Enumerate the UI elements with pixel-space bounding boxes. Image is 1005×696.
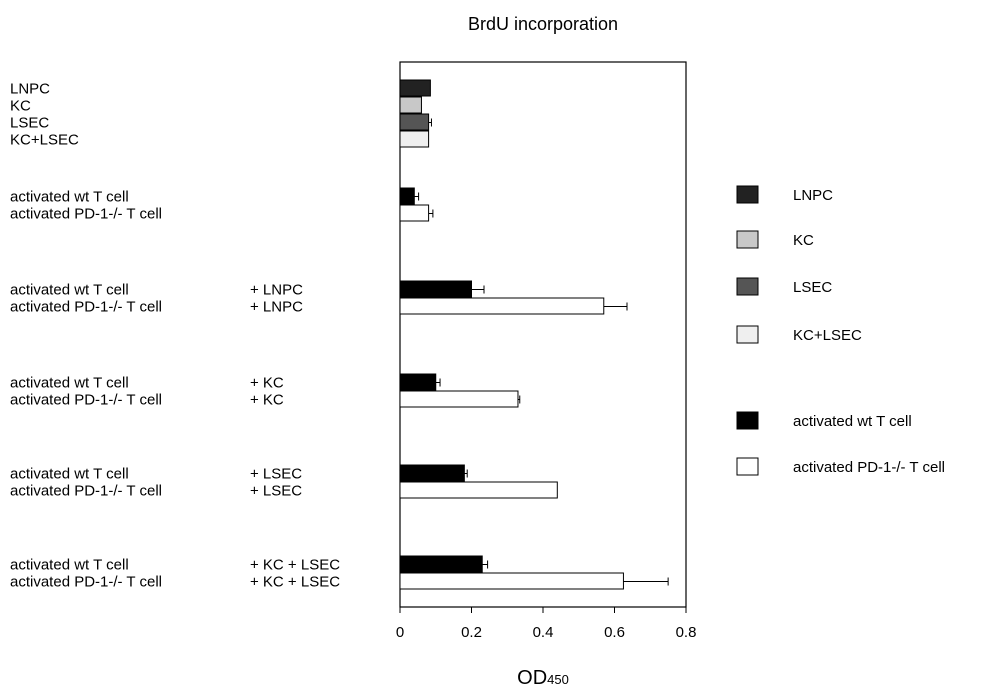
legend-label: activated wt T cell xyxy=(793,413,912,430)
x-tick-label: 0.8 xyxy=(676,624,697,641)
legend-swatch xyxy=(736,457,759,476)
condition-label: + KC + LSEC xyxy=(250,557,340,574)
legend: LNPC KC LSEC KC+LSEC activated wt T cell acti… xyxy=(736,185,945,476)
bar xyxy=(399,187,415,205)
category-label: activated wt T cell xyxy=(10,557,129,574)
legend-label: KC+LSEC xyxy=(793,327,862,344)
condition-label: + KC + LSEC xyxy=(250,574,340,591)
bar xyxy=(399,464,465,482)
category-label: activated wt T cell xyxy=(10,282,129,299)
x-tick-label: 0 xyxy=(396,624,404,641)
legend-label: KC xyxy=(793,232,814,249)
legend-label: LSEC xyxy=(793,279,832,296)
category-label: activated PD-1-/- T cell xyxy=(10,299,162,316)
bar-layer xyxy=(399,79,669,590)
x-tick-label: 0.6 xyxy=(604,624,625,641)
legend-label: activated PD-1-/- T cell xyxy=(793,459,945,476)
condition-label: + LNPC xyxy=(250,299,303,316)
x-tick-label: 0.2 xyxy=(461,624,482,641)
category-label: KC xyxy=(10,98,31,115)
x-axis-label-subscript: 450 xyxy=(547,672,569,687)
x-axis: 0 0.2 0.4 0.6 0.8 xyxy=(396,607,697,641)
x-axis-label: OD450 xyxy=(517,667,569,689)
bar xyxy=(399,297,605,315)
category-label: activated wt T cell xyxy=(10,466,129,483)
category-label: KC+LSEC xyxy=(10,132,79,149)
category-label: activated wt T cell xyxy=(10,189,129,206)
category-label: activated PD-1-/- T cell xyxy=(10,483,162,500)
bar xyxy=(399,280,472,298)
bar xyxy=(399,79,431,97)
bar xyxy=(399,555,483,573)
condition-label: + LSEC xyxy=(250,483,302,500)
legend-swatch xyxy=(736,325,759,344)
bar xyxy=(399,481,558,499)
condition-label: + KC xyxy=(250,392,284,409)
category-label: LNPC xyxy=(10,81,50,98)
condition-label: + LSEC xyxy=(250,466,302,483)
category-label: activated PD-1-/- T cell xyxy=(10,392,162,409)
category-label: LSEC xyxy=(10,115,49,132)
category-label: activated wt T cell xyxy=(10,375,129,392)
category-label: activated PD-1-/- T cell xyxy=(10,574,162,591)
legend-label: LNPC xyxy=(793,187,833,204)
x-axis-label-main: OD xyxy=(517,667,547,689)
bar xyxy=(399,390,519,408)
condition-label: + KC xyxy=(250,375,284,392)
bar xyxy=(399,572,624,590)
legend-swatch xyxy=(736,230,759,249)
bar xyxy=(399,373,437,391)
legend-swatch xyxy=(736,411,759,430)
legend-swatch xyxy=(736,185,759,204)
condition-label: + LNPC xyxy=(250,282,303,299)
bar xyxy=(399,113,430,131)
category-label: activated PD-1-/- T cell xyxy=(10,206,162,223)
bar xyxy=(399,130,430,148)
bar xyxy=(399,204,430,222)
chart-title: BrdU incorporation xyxy=(468,14,618,34)
plot-frame xyxy=(399,61,687,608)
bar xyxy=(399,96,422,114)
legend-swatch xyxy=(736,277,759,296)
x-tick-label: 0.4 xyxy=(533,624,554,641)
